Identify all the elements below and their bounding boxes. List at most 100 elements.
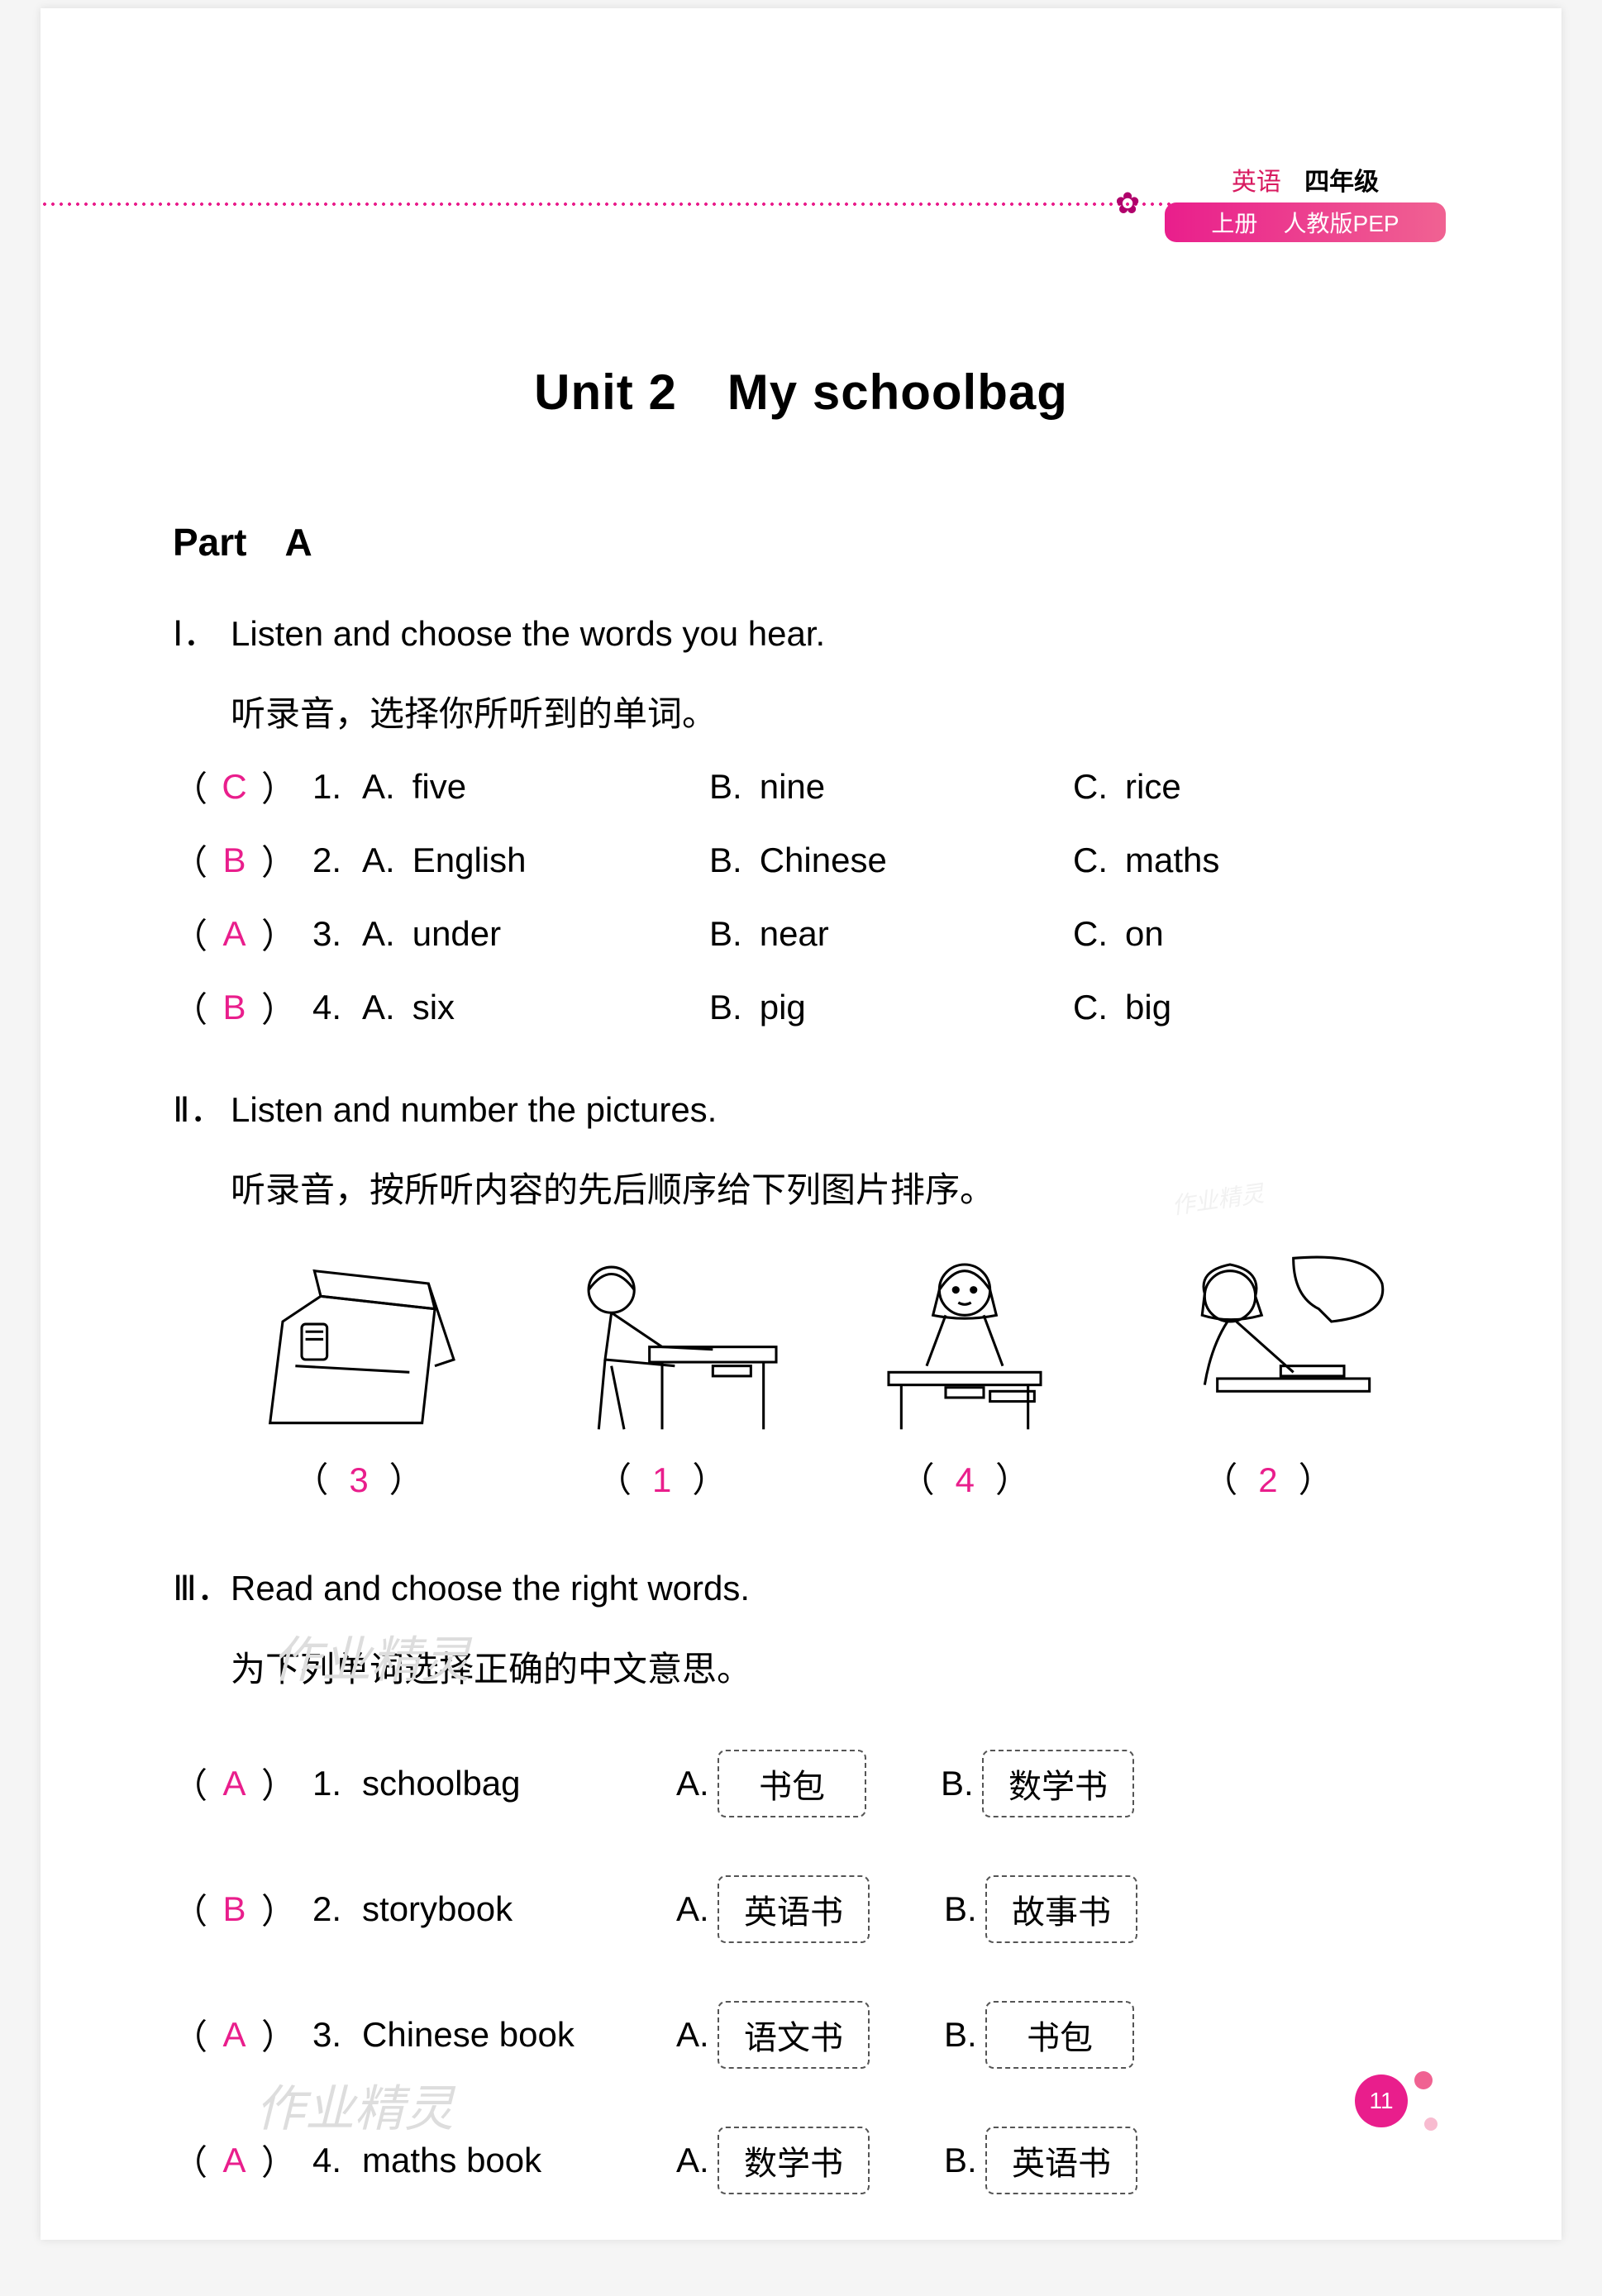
answer: B [216, 841, 253, 880]
question-number: 1. [312, 1764, 362, 1803]
paren-open: （ [173, 835, 207, 885]
paren-open: （ [173, 982, 207, 1032]
section-3-head: Ⅲ． Read and choose the right words. [173, 1560, 1429, 1616]
paren-close: ） [261, 2135, 296, 2185]
word: maths book [362, 2141, 676, 2180]
picture-boy-desk [534, 1246, 790, 1436]
paren-open: （ [173, 761, 207, 812]
option-b-label: B. [944, 2141, 985, 2180]
answer: C [216, 767, 253, 807]
option-a-label: A. [676, 1764, 718, 1803]
option-b-text: 故事书 [985, 1875, 1137, 1943]
option-a: A. English [362, 841, 709, 880]
paren-close: ） [389, 1460, 424, 1499]
option-a-text: 英语书 [718, 1875, 870, 1943]
question-number: 3. [312, 2015, 362, 2055]
paren-open: （ [173, 908, 207, 959]
paren-open: （ [293, 1460, 328, 1499]
picture-cell: （ 1 ） [534, 1246, 790, 1503]
mc-row: （ C ） 1. A. five B. nine C. rice [173, 761, 1429, 812]
option-b-text: 英语书 [985, 2127, 1137, 2194]
paren-close: ） [261, 2009, 296, 2060]
part-label: Part A [173, 520, 1429, 564]
answer: B [216, 1889, 253, 1929]
s3-row: （ A ） 3. Chinese book A. 语文书 B. 书包 [173, 2001, 1429, 2069]
picture-schoolbag [231, 1246, 487, 1436]
boy-desk-icon [534, 1246, 790, 1436]
paren-open: （ [173, 2009, 207, 2060]
paren-close: ） [261, 1758, 296, 1808]
girl-desk-icon [837, 1246, 1093, 1436]
paren-open: （ [173, 2135, 207, 2185]
section-roman: Ⅰ． [173, 606, 231, 656]
picture-cell: （ 3 ） [231, 1246, 487, 1503]
section-instruction-cn: 听录音，选择你所听到的单词。 [231, 686, 1429, 736]
s3-row: （ A ） 1. schoolbag A. 书包 B. 数学书 [173, 1750, 1429, 1817]
option-a-label: A. [676, 1889, 718, 1929]
grade-label: 四年级 [1304, 169, 1379, 196]
option-c: C. rice [1073, 767, 1304, 807]
section-instruction-cn: 为下列单词选择正确的中文意思。 [231, 1641, 1429, 1692]
picture-caption: （ 3 ） [231, 1452, 487, 1503]
badge-bottom-line: 上册 人教版PEP [1165, 202, 1446, 242]
mc-row: （ A ） 3. A. under B. near C. on [173, 908, 1429, 959]
section-instruction-cn: 听录音，按所听内容的先后顺序给下列图片排序。 [231, 1162, 1429, 1212]
option-a-label: A. [676, 2141, 718, 2180]
paren-open: （ [900, 1460, 935, 1499]
option-b: B. nine [709, 767, 1073, 807]
paren-close: ） [692, 1460, 727, 1499]
unit-title: Unit 2 My schoolbag [173, 364, 1429, 421]
option-b-text: 数学书 [982, 1750, 1134, 1817]
question-number: 2. [312, 841, 362, 880]
edition-label: 人教版PEP [1284, 211, 1399, 236]
volume-label: 上册 [1211, 211, 1257, 236]
paren-open: （ [173, 1758, 207, 1808]
answer: 3 [338, 1460, 379, 1500]
picture-girl-writing [1140, 1246, 1396, 1436]
option-b-label: B. [944, 1889, 985, 1929]
paren-close: ） [261, 1884, 296, 1934]
option-a-text: 数学书 [718, 2127, 870, 2194]
option-b: B. near [709, 914, 1073, 954]
question-number: 4. [312, 988, 362, 1027]
paren-close: ） [261, 761, 296, 812]
subject-label: 英语 [1232, 169, 1281, 196]
answer: B [216, 988, 253, 1027]
header-badge: ✿ 英语 四年级 上册 人教版PEP [1165, 161, 1446, 252]
section-2-head: Ⅱ． Listen and number the pictures. [173, 1082, 1429, 1137]
option-c: C. on [1073, 914, 1304, 954]
page-number: 11 [1355, 2074, 1408, 2127]
paren-close: ） [1299, 1460, 1333, 1499]
paren-close: ） [261, 835, 296, 885]
answer: A [216, 914, 253, 954]
section-instruction-en: Read and choose the right words. [231, 1560, 1429, 1616]
word: schoolbag [362, 1764, 676, 1803]
section-instruction-en: Listen and choose the words you hear. [231, 606, 1429, 661]
worksheet-page: ✿ 英语 四年级 上册 人教版PEP Unit 2 My schoolbag P… [41, 8, 1561, 2240]
word: storybook [362, 1889, 676, 1929]
girl-writing-icon [1140, 1246, 1396, 1436]
option-b-text: 书包 [985, 2001, 1134, 2069]
picture-caption: （ 2 ） [1140, 1452, 1396, 1503]
paren-close: ） [995, 1460, 1030, 1499]
option-a: A. under [362, 914, 709, 954]
answer: A [216, 2015, 253, 2055]
section-roman: Ⅲ． [173, 1560, 231, 1611]
page-number-ornament: 11 [1355, 2074, 1438, 2132]
picture-cell: （ 4 ） [837, 1246, 1093, 1503]
option-b: B. Chinese [709, 841, 1073, 880]
header-dotted-rule [41, 202, 1181, 206]
picture-cell: （ 2 ） [1140, 1246, 1396, 1503]
schoolbag-icon [231, 1246, 487, 1436]
picture-caption: （ 1 ） [534, 1452, 790, 1503]
picture-row: （ 3 ） [231, 1246, 1396, 1503]
option-b-label: B. [944, 2015, 985, 2055]
paren-open: （ [1203, 1460, 1237, 1499]
answer: 2 [1247, 1460, 1289, 1500]
ornament-dot-icon [1424, 2117, 1438, 2131]
badge-top-line: 英语 四年级 [1165, 161, 1446, 198]
option-a-text: 书包 [718, 1750, 866, 1817]
paren-close: ） [261, 982, 296, 1032]
paren-open: （ [173, 1884, 207, 1934]
s3-row: （ A ） 4. maths book A. 数学书 B. 英语书 [173, 2127, 1429, 2194]
